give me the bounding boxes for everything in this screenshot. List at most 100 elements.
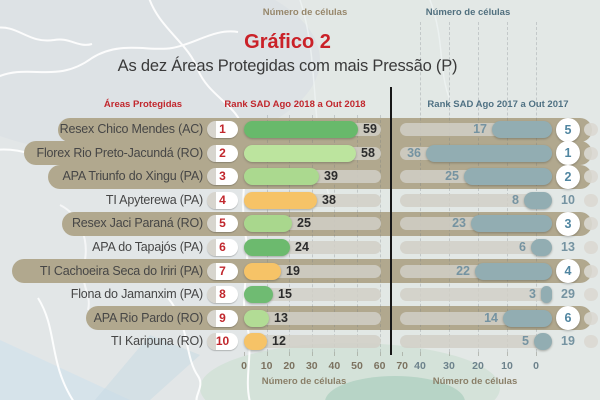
bar-track-2017 <box>400 335 552 349</box>
table-row: Resex Chico Mendes (AC) 1 59 17 5 <box>0 117 600 142</box>
cells-2018-value: 19 <box>286 263 300 278</box>
gridline <box>311 115 313 352</box>
area-label: APA Triunfo do Xingu (PA) <box>62 169 204 184</box>
axis-caption-top-right: Número de células <box>425 7 511 18</box>
rank-2017-circle: 3 <box>556 211 580 236</box>
area-label: TI Karipuna (RO) <box>111 334 203 349</box>
rank-2018-badge: 4 <box>207 191 238 209</box>
right-axis-tick: 40 <box>414 360 426 372</box>
chart-subtitle: As dez Áreas Protegidas com mais Pressão… <box>117 57 458 75</box>
bar-2017 <box>492 121 552 138</box>
track-end-cap <box>584 311 598 325</box>
gridline <box>289 115 291 352</box>
cells-2018-value: 38 <box>322 192 336 207</box>
bar-2017 <box>503 309 552 327</box>
track-end-cap <box>584 217 598 231</box>
tick-mark <box>379 352 381 356</box>
tick-mark <box>289 352 291 356</box>
rank-2018-badge: 7 <box>207 262 238 280</box>
bar-2018 <box>244 309 269 327</box>
bar-track-2017 <box>400 288 552 302</box>
map-river-area <box>0 340 130 400</box>
gridline <box>334 115 336 352</box>
table-row: TI Karipuna (RO) 10 12 5 19 <box>0 331 600 352</box>
rank-2018-badge: 5 <box>207 215 238 233</box>
cells-2017-value: 25 <box>445 169 459 184</box>
tick-mark <box>357 352 358 356</box>
area-label: Resex Chico Mendes (AC) <box>59 122 204 136</box>
column-header-rank-2018: Rank SAD Ago 2018 a Out 2018 <box>224 99 366 110</box>
cells-2018-value: 39 <box>324 169 338 184</box>
tick-mark <box>244 352 245 356</box>
gridline <box>357 115 358 352</box>
axis-caption-top-left: Número de células <box>262 7 348 18</box>
cells-2017-value: 3 <box>529 287 536 302</box>
bar-2018 <box>244 191 317 209</box>
rank-2017-circle: 1 <box>556 141 580 166</box>
rank-2018-badge: 10 <box>207 333 238 351</box>
track-end-cap <box>584 123 598 136</box>
rank-2017-circle: 4 <box>556 259 580 284</box>
rank-2018-badge: 8 <box>207 286 238 304</box>
cells-2017-value: 17 <box>473 122 487 136</box>
track-end-cap <box>584 288 598 302</box>
tick-mark <box>402 352 404 356</box>
bar-2018 <box>244 215 292 233</box>
table-row: TI Apyterewa (PA) 4 38 8 10 <box>0 190 600 211</box>
gridline <box>478 22 479 352</box>
tick-mark <box>536 352 537 356</box>
axis-caption-bottom-right: Número de células <box>432 376 518 387</box>
area-label: TI Cachoeira Seca do Iriri (PA) <box>39 263 203 278</box>
bar-2018 <box>244 168 319 186</box>
area-label: Florex Rio Preto-Jacundá (RO) <box>36 145 204 160</box>
left-axis-tick: 50 <box>351 360 363 372</box>
column-header-areas: Áreas Protegidas <box>103 99 183 110</box>
left-axis-tick: 70 <box>396 360 409 372</box>
cells-2017-value: 5 <box>522 334 529 349</box>
bar-2017 <box>464 168 552 186</box>
chart-title: Gráfico 2 <box>244 31 331 53</box>
rank-2017-circle: 5 <box>556 117 580 142</box>
track-end-cap <box>584 335 598 349</box>
map-region-northwest <box>0 0 320 155</box>
bar-2017 <box>475 262 552 280</box>
bar-track-2018 <box>244 335 381 349</box>
gridline <box>507 22 508 352</box>
bar-2017 <box>471 215 552 233</box>
track-end-cap <box>584 146 598 160</box>
bar-track-2017 <box>400 193 552 207</box>
bar-2017 <box>426 144 552 162</box>
right-axis-tick: 20 <box>472 360 484 372</box>
right-axis-tick: 10 <box>501 360 513 372</box>
area-label: Resex Jaci Paraná (RO) <box>71 216 203 231</box>
right-axis-tick: 0 <box>533 360 539 372</box>
rank-2018-badge: 2 <box>207 144 238 162</box>
rank-2018-badge: 1 <box>207 121 238 138</box>
gridline <box>420 22 421 352</box>
track-end-cap <box>584 170 598 184</box>
table-row: TI Cachoeira Seca do Iriri (PA) 7 19 22 4 <box>0 259 600 284</box>
left-axis-tick: 0 <box>241 360 247 372</box>
cells-2018-value: 12 <box>272 334 286 349</box>
track-end-cap <box>584 264 598 278</box>
area-label: Flona do Jamanxim (PA) <box>70 287 203 302</box>
area-label: APA Rio Pardo (RO) <box>93 310 204 325</box>
area-label: TI Apyterewa (PA) <box>105 192 203 207</box>
tick-mark <box>420 352 421 356</box>
tick-mark <box>449 352 450 356</box>
gridline <box>266 115 268 352</box>
left-axis-tick: 30 <box>305 360 318 372</box>
bar-track-2018 <box>244 311 381 325</box>
table-row: APA do Tapajós (PA) 6 24 6 13 <box>0 237 600 258</box>
cells-2017-value: 23 <box>452 216 466 231</box>
rank-2018-badge: 3 <box>207 168 238 186</box>
tick-mark <box>507 352 508 356</box>
cells-2018-value: 58 <box>361 145 375 160</box>
bar-2017 <box>534 333 552 351</box>
cells-2018-value: 15 <box>278 287 292 302</box>
bar-2017 <box>531 239 552 256</box>
